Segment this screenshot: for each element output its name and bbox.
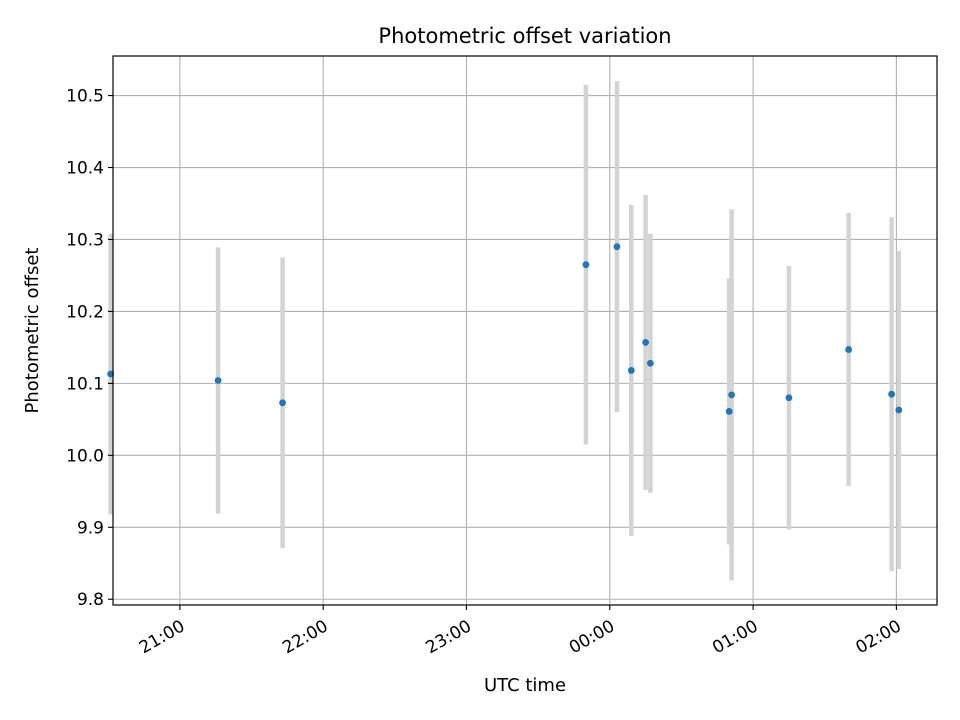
grid bbox=[113, 56, 937, 605]
data-point bbox=[279, 399, 286, 407]
data-point bbox=[728, 391, 735, 399]
data-point bbox=[646, 359, 654, 367]
data-point bbox=[582, 261, 590, 269]
y-tick-label: 10.1 bbox=[66, 374, 104, 394]
plot-frame bbox=[112, 55, 938, 606]
x-axis-label: UTC time bbox=[484, 675, 566, 696]
y-tick-label: 9.8 bbox=[77, 590, 104, 610]
data-point bbox=[895, 406, 903, 414]
data-point bbox=[613, 243, 621, 251]
data-point bbox=[725, 408, 733, 415]
data-point bbox=[845, 346, 853, 353]
data-point bbox=[107, 370, 115, 378]
y-tick-label: 9.9 bbox=[77, 518, 104, 538]
y-tick-label: 10.0 bbox=[66, 446, 104, 466]
data-points bbox=[107, 243, 903, 415]
y-tick-label: 10.5 bbox=[66, 87, 104, 107]
y-tick-label: 10.2 bbox=[66, 302, 104, 322]
data-point bbox=[888, 390, 896, 398]
data-point bbox=[642, 338, 650, 346]
data-point bbox=[214, 377, 222, 384]
y-tick-label: 10.3 bbox=[66, 230, 104, 250]
data-point bbox=[627, 367, 635, 374]
y-tick-label: 10.4 bbox=[66, 159, 104, 179]
y-axis-label: Photometric offset bbox=[22, 248, 43, 414]
data-point bbox=[785, 394, 793, 402]
chart-title: Photometric offset variation bbox=[378, 24, 671, 48]
